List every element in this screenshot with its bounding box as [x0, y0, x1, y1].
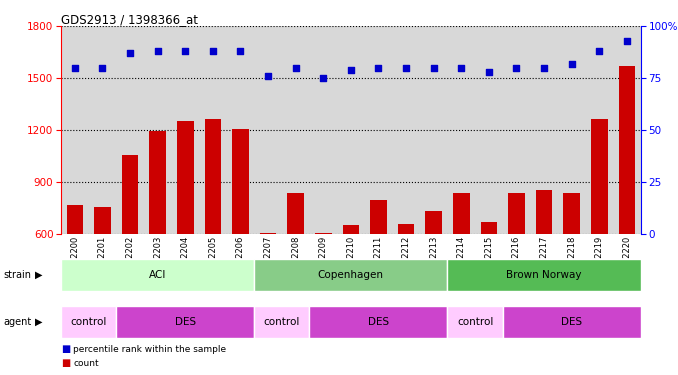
- Bar: [116, 306, 254, 338]
- Point: [180, 48, 191, 54]
- Point: [401, 65, 412, 71]
- Point: [538, 65, 549, 71]
- Bar: [563, 193, 580, 338]
- Text: ▶: ▶: [35, 270, 43, 280]
- Text: GDS2913 / 1398366_at: GDS2913 / 1398366_at: [61, 13, 198, 26]
- Point: [566, 61, 577, 67]
- Bar: [508, 193, 525, 338]
- Bar: [481, 222, 497, 338]
- Text: ■: ■: [61, 358, 71, 368]
- Bar: [287, 193, 304, 338]
- Text: DES: DES: [368, 316, 389, 327]
- Bar: [254, 306, 309, 338]
- Bar: [61, 306, 116, 338]
- Point: [97, 65, 108, 71]
- Bar: [453, 193, 470, 338]
- Point: [511, 65, 522, 71]
- Text: ACI: ACI: [149, 270, 166, 280]
- Bar: [94, 207, 111, 338]
- Point: [622, 38, 633, 44]
- Point: [262, 73, 273, 79]
- Point: [69, 65, 80, 71]
- Bar: [502, 306, 641, 338]
- Text: ▶: ▶: [35, 316, 43, 327]
- Bar: [254, 259, 447, 291]
- Text: control: control: [457, 316, 494, 327]
- Point: [125, 50, 136, 56]
- Point: [428, 65, 439, 71]
- Text: percentile rank within the sample: percentile rank within the sample: [73, 345, 226, 354]
- Text: ■: ■: [61, 344, 71, 354]
- Bar: [177, 121, 193, 338]
- Text: DES: DES: [175, 316, 196, 327]
- Bar: [232, 129, 249, 338]
- Point: [456, 65, 466, 71]
- Point: [594, 48, 605, 54]
- Text: count: count: [73, 359, 99, 368]
- Bar: [447, 259, 641, 291]
- Point: [235, 48, 246, 54]
- Bar: [205, 119, 221, 338]
- Point: [483, 69, 494, 75]
- Text: Brown Norway: Brown Norway: [506, 270, 582, 280]
- Text: control: control: [71, 316, 107, 327]
- Bar: [315, 232, 332, 338]
- Bar: [342, 225, 359, 338]
- Text: Copenhagen: Copenhagen: [318, 270, 384, 280]
- Bar: [398, 224, 414, 338]
- Bar: [260, 232, 277, 338]
- Bar: [149, 131, 166, 338]
- Bar: [122, 154, 138, 338]
- Point: [373, 65, 384, 71]
- Text: strain: strain: [3, 270, 31, 280]
- Bar: [618, 66, 635, 338]
- Bar: [536, 190, 553, 338]
- Point: [207, 48, 218, 54]
- Bar: [309, 306, 447, 338]
- Bar: [591, 119, 607, 338]
- Point: [152, 48, 163, 54]
- Bar: [66, 205, 83, 338]
- Bar: [425, 211, 442, 338]
- Bar: [370, 200, 386, 338]
- Bar: [61, 259, 254, 291]
- Bar: [447, 306, 502, 338]
- Point: [345, 67, 357, 73]
- Point: [318, 75, 329, 81]
- Text: control: control: [264, 316, 300, 327]
- Point: [290, 65, 301, 71]
- Text: agent: agent: [3, 316, 32, 327]
- Text: DES: DES: [561, 316, 582, 327]
